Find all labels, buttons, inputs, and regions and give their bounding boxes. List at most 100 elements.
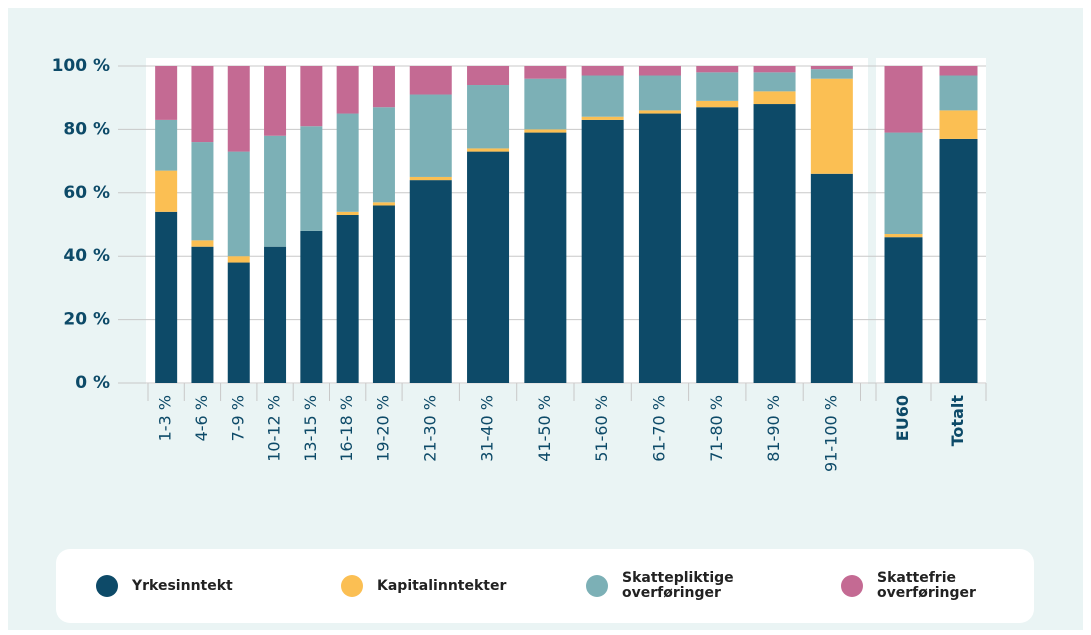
bar-segment: [810, 66, 853, 70]
bar-segment: [336, 113, 359, 212]
bar-segment: [227, 256, 250, 263]
bar-segment: [191, 240, 214, 247]
bar-segment: [884, 132, 923, 235]
x-tick-label: 61-70 %: [649, 395, 668, 462]
bar-segment: [227, 262, 250, 383]
legend-label: Skattepliktige overføringer: [622, 570, 734, 601]
legend-swatch: [841, 575, 863, 597]
bar-segment: [191, 66, 214, 143]
x-tick-label: 19-20 %: [373, 395, 392, 462]
bar-segment: [810, 69, 853, 79]
bar-segment: [939, 110, 978, 139]
legend-label: Skattefrie overføringer: [877, 570, 976, 601]
bar-segment: [696, 72, 739, 101]
bar-segment: [810, 78, 853, 174]
legend-swatch: [96, 575, 118, 597]
bar-segment: [939, 75, 978, 111]
bar-segment: [300, 66, 323, 127]
bar-segment: [467, 148, 510, 152]
bar-segment: [581, 66, 624, 76]
x-tick-label: 4-6 %: [192, 395, 211, 441]
x-tick-label: 16-18 %: [337, 395, 356, 462]
y-tick-label: 60 %: [63, 183, 110, 203]
bar-segment: [467, 85, 510, 149]
y-tick-label: 40 %: [63, 246, 110, 266]
bar-segment: [372, 107, 395, 203]
bar-segment: [884, 237, 923, 383]
x-tick-label: Totalt: [948, 395, 967, 447]
x-tick-label: 71-80 %: [707, 395, 726, 462]
bar-segment: [581, 116, 624, 120]
bar-segment: [300, 126, 323, 231]
bar-segment: [191, 246, 214, 383]
x-tick-label: 31-40 %: [478, 395, 497, 462]
bar-segment: [264, 135, 287, 247]
bar-segment: [155, 119, 178, 171]
x-tick-label: EU60: [893, 395, 912, 441]
y-tick-label: 20 %: [63, 310, 110, 330]
x-tick-label: 1-3 %: [156, 395, 175, 441]
bar-segment: [753, 66, 796, 73]
bar-segment: [524, 66, 567, 79]
bar-segment: [696, 66, 739, 73]
bar-segment: [155, 66, 178, 120]
bar-segment: [467, 151, 510, 383]
bar-segment: [696, 100, 739, 108]
bar-segment: [753, 104, 796, 383]
bar-segment: [372, 66, 395, 108]
bar-segment: [524, 129, 567, 133]
x-tick-label: 7-9 %: [228, 395, 247, 441]
bar-segment: [753, 72, 796, 92]
x-tick-label: 81-90 %: [764, 395, 783, 462]
x-tick-label: 91-100 %: [821, 395, 840, 472]
bar-segment: [227, 66, 250, 152]
legend-label: Kapitalinntekter: [377, 577, 507, 594]
bar-segment: [753, 91, 796, 105]
bar-segment: [524, 132, 567, 383]
legend-swatch: [341, 575, 363, 597]
x-tick-label: 41-50 %: [535, 395, 554, 462]
legend-item: Skattefrie overføringer: [841, 571, 1007, 601]
bar-segment: [372, 205, 395, 383]
bar-segment: [155, 170, 178, 212]
legend: Yrkesinntekt Kapitalinntekter Skatteplikti…: [56, 549, 1034, 623]
bar-segment: [409, 176, 452, 181]
bar-segment: [884, 66, 923, 133]
y-tick-label: 80 %: [63, 119, 110, 139]
y-tick-label: 0 %: [75, 373, 110, 393]
bar-segment: [638, 66, 681, 76]
bar-segment: [884, 234, 923, 238]
bar-segment: [638, 110, 681, 114]
bar-segment: [696, 107, 739, 384]
legend-swatch: [586, 575, 608, 597]
bar-segment: [939, 138, 978, 383]
bar-segment: [638, 113, 681, 384]
bar-segment: [638, 75, 681, 111]
legend-item: Kapitalinntekter: [341, 575, 507, 597]
bar-segment: [264, 66, 287, 136]
bar-segment: [300, 230, 323, 383]
legend-item: Yrkesinntekt: [96, 575, 262, 597]
bar-segment: [409, 94, 452, 177]
bar-segment: [191, 142, 214, 241]
bar-segment: [524, 78, 567, 130]
x-tick-label: 10-12 %: [265, 395, 284, 462]
bar-segment: [227, 151, 250, 257]
bar-segment: [939, 66, 978, 76]
bar-segment: [409, 66, 452, 95]
bar-segment: [372, 202, 395, 206]
bar-segment: [336, 211, 359, 215]
chart-container: 0 % 20 % 40 % 60 % 80 % 100 % 1-3 % 4-6 % 7-9 % 1…: [8, 8, 1083, 630]
bar-segment: [336, 66, 359, 114]
bar-segment: [155, 211, 178, 383]
x-tick-label: 51-60 %: [592, 395, 611, 462]
y-tick-label: 100 %: [52, 56, 110, 76]
bar-segment: [409, 180, 452, 383]
legend-label: Yrkesinntekt: [132, 577, 233, 594]
bar-segment: [336, 214, 359, 383]
x-tick-label: 13-15 %: [301, 395, 320, 462]
bar-segment: [264, 246, 287, 383]
bar-segment: [810, 173, 853, 383]
bar-segment: [581, 75, 624, 117]
bar-segment: [581, 119, 624, 383]
